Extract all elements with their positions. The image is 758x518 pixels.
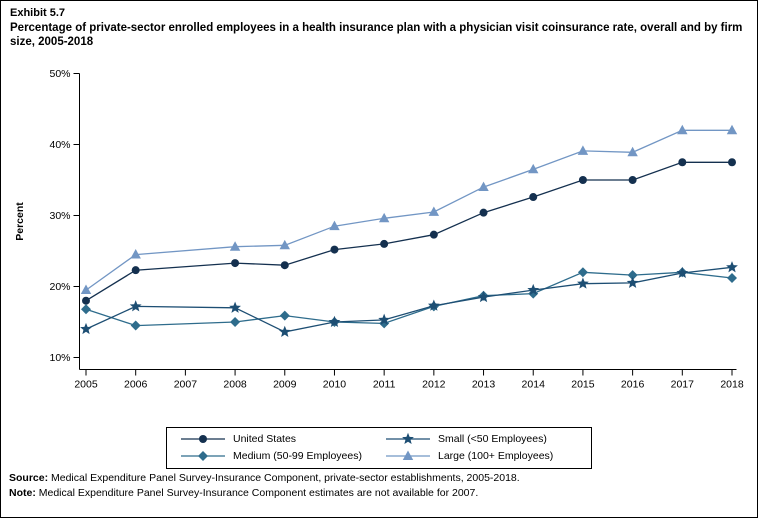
source-label: Source: <box>9 472 49 484</box>
legend-label: Large (100+ Employees) <box>438 450 554 462</box>
svg-text:50%: 50% <box>49 68 70 80</box>
legend-label: Small (<50 Employees) <box>438 433 547 445</box>
diamond-marker-icon <box>179 449 227 463</box>
exhibit-number: Exhibit 5.7 <box>10 7 66 19</box>
chart-legend: United States Small (<50 Employees) Medi… <box>166 427 592 469</box>
star-marker-icon <box>384 432 432 446</box>
line-chart: 10% 20% 30% 40% 50% 2005 2006 2007 2008 2009 2010 2… <box>14 68 744 391</box>
note-text: Medical Expenditure Panel Survey-Insuran… <box>35 487 479 499</box>
svg-text:2013: 2013 <box>472 379 496 391</box>
legend-label: Medium (50-99 Employees) <box>233 450 362 462</box>
chart-title: Percentage of private-sector enrolled em… <box>10 22 743 48</box>
svg-text:2005: 2005 <box>74 379 98 391</box>
svg-text:2011: 2011 <box>373 379 396 391</box>
svg-text:2006: 2006 <box>124 379 148 391</box>
svg-text:20%: 20% <box>49 281 70 293</box>
availability-note: Note: Medical Expenditure Panel Survey-I… <box>9 487 478 499</box>
legend-item-medium: Medium (50-99 Employees) <box>179 449 384 463</box>
legend-item-united-states: United States <box>179 432 384 446</box>
legend-label: United States <box>233 433 297 445</box>
svg-text:40%: 40% <box>49 139 70 151</box>
triangle-marker-icon <box>384 449 432 463</box>
svg-text:2014: 2014 <box>522 379 546 391</box>
svg-text:10%: 10% <box>49 352 70 364</box>
svg-text:2008: 2008 <box>223 379 247 391</box>
source-note: Source: Medical Expenditure Panel Survey… <box>9 472 520 484</box>
source-text: Medical Expenditure Panel Survey-Insuran… <box>48 472 520 484</box>
note-label: Note: <box>9 487 36 499</box>
svg-text:2018: 2018 <box>720 379 744 391</box>
legend-item-large: Large (100+ Employees) <box>384 449 579 463</box>
svg-text:2010: 2010 <box>323 379 347 391</box>
circle-marker-icon <box>179 432 227 446</box>
legend-item-small: Small (<50 Employees) <box>384 432 579 446</box>
svg-text:2012: 2012 <box>422 379 446 391</box>
svg-text:2007: 2007 <box>174 379 198 391</box>
svg-text:2015: 2015 <box>571 379 595 391</box>
svg-text:2009: 2009 <box>273 379 297 391</box>
svg-text:2016: 2016 <box>621 379 645 391</box>
svg-text:2017: 2017 <box>671 379 695 391</box>
svg-text:30%: 30% <box>49 210 70 222</box>
svg-text:Percent: Percent <box>14 202 26 241</box>
